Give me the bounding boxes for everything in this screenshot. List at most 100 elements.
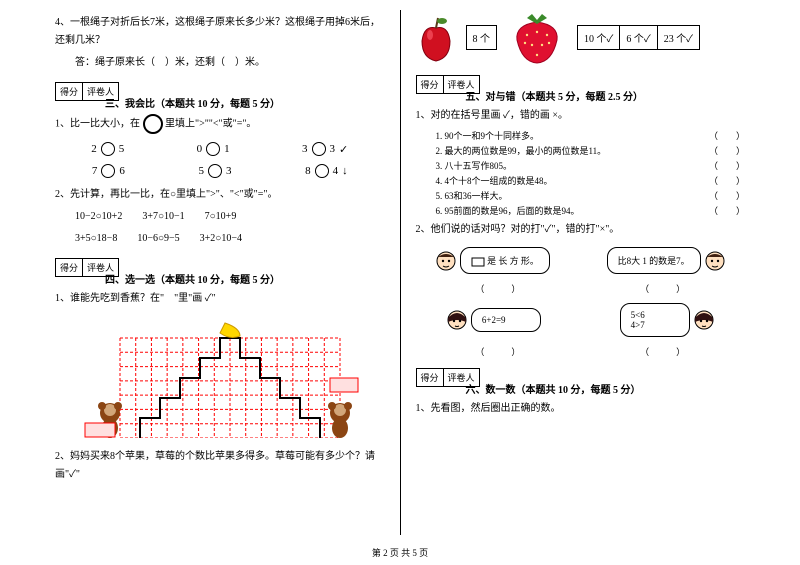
compare-row-2: 76 53 84↓ (55, 164, 385, 178)
apple-count: 8 个 (466, 25, 498, 50)
cmp-a: 2 (91, 143, 97, 155)
cmp-a: 8 (305, 165, 311, 177)
s3-q1-a: 1、比一比大小，在 (55, 118, 140, 129)
apple-icon (416, 13, 456, 63)
cmp-item: 53 (198, 164, 231, 178)
ans-paren[interactable]: （ ） (475, 282, 520, 295)
speech-bubble: 6+2=9 (471, 308, 541, 332)
banana-icon (220, 323, 240, 337)
answer-parens-2: （ ） （ ） (416, 345, 746, 358)
speech-item: 是 长 方 形。 (434, 247, 550, 274)
score-label: 得分 (55, 82, 83, 101)
tf-list: 1. 90个一和9个十同样多。 （ ） 2. 最大的两位数是99，最小的两位数是1… (416, 129, 746, 217)
speech-bubble: 5<6 4>7 (620, 303, 690, 337)
blank-circle-icon (143, 114, 163, 134)
speech-text-a: 5<6 (631, 310, 645, 320)
q4-text: 4、一根绳子对折后长7米，这根绳子原来长多少米？这根绳子用掉6米后，还剩几米？ (55, 14, 385, 50)
q4-answer: 答：绳子原来长（ ）米，还剩（ ）米。 (55, 54, 385, 72)
ans-paren[interactable]: （ ） (640, 282, 685, 295)
section4-title: 四、选一选（本题共 10 分，每题 5 分） (105, 271, 385, 286)
monkey-right-icon (328, 402, 352, 438)
fruit-row: 8 个 10 个✓ 6 个✓ 23 个✓ (416, 10, 746, 65)
answer-box-right[interactable] (330, 378, 358, 392)
cmp-b: 1 (224, 143, 230, 155)
cmp-item: 25 (91, 142, 124, 156)
answer-box-left[interactable] (85, 423, 115, 437)
speech-row-2: 6+2=9 5<6 4>7 (416, 303, 746, 337)
speech-row-1: 是 长 方 形。 比8大 1 的数是7。 (416, 247, 746, 274)
s5-q2: 2、他们说的话对吗？对的打"✓"，错的打"×"。 (416, 221, 746, 239)
speech-text-b: 4>7 (631, 320, 645, 330)
s3-q2-l2: 3+5○18−8 10−6○9−5 3+2○10−4 (55, 230, 385, 248)
tf-text: 1. 90个一和9个十同样多。 (436, 129, 540, 142)
s4-q1: 1、谁能先吃到香蕉？在" "里"画 ✓" (55, 290, 385, 308)
circle-icon (312, 142, 326, 156)
child-face-icon (434, 249, 458, 273)
tf-item: 6. 95前面的数是96，后面的数是94。 （ ） (436, 204, 746, 217)
opt-6[interactable]: 6 个✓ (620, 25, 657, 50)
cmp-b: 6 (119, 165, 125, 177)
s3-q2-l1: 10−2○10+2 3+7○10−1 7○10+9 (55, 208, 385, 226)
speech-item: 6+2=9 (445, 303, 541, 337)
tail: ↓ (342, 165, 348, 177)
opt-23[interactable]: 23 个✓ (658, 25, 700, 50)
tail: ✓ (339, 143, 348, 156)
child-face-icon (692, 308, 716, 332)
count-options: 10 个✓ 6 个✓ 23 个✓ (577, 25, 700, 50)
circle-icon (315, 164, 329, 178)
s3-q1-b: 里填上">""<"或"="。 (165, 118, 256, 129)
s5-q1: 1、对的在括号里画 ✓，错的画 ×。 (416, 107, 746, 125)
tf-text: 4. 4个十8个一组成的数是48。 (436, 174, 553, 187)
speech-item: 5<6 4>7 (620, 303, 716, 337)
opt-10[interactable]: 10 个✓ (577, 25, 620, 50)
grid-lines (120, 338, 340, 438)
tf-paren[interactable]: （ ） (709, 144, 745, 157)
cmp-item: 76 (92, 164, 125, 178)
circle-icon (101, 142, 115, 156)
strawberry-icon (507, 10, 567, 65)
child-face-icon (703, 249, 727, 273)
s4-q2: 2、妈妈买来8个苹果，草莓的个数比苹果多得多。草莓可能有多少个？请画"✓" (55, 448, 385, 484)
ans-paren[interactable]: （ ） (640, 345, 685, 358)
tf-text: 5. 63和36一样大。 (436, 189, 508, 202)
circle-icon (208, 164, 222, 178)
child-face-icon (445, 308, 469, 332)
banana-chart (80, 318, 360, 438)
s3-q2: 2、先计算，再比一比，在○里填上">"、"<"或"="。 (55, 186, 385, 204)
cmp-b: 4 (333, 165, 339, 177)
tf-item: 2. 最大的两位数是99，最小的两位数是11。（ ） (436, 144, 746, 157)
speech-text: 是 长 方 形。 (487, 256, 539, 266)
cmp-a: 7 (92, 165, 98, 177)
compare-row-1: 25 01 33✓ (55, 142, 385, 156)
cmp-a: 0 (197, 143, 203, 155)
speech-bubble: 比8大 1 的数是7。 (607, 247, 701, 274)
score-label: 得分 (55, 258, 83, 277)
cmp-item: 01 (197, 142, 230, 156)
ans-paren[interactable]: （ ） (475, 345, 520, 358)
speech-bubble: 是 长 方 形。 (460, 247, 550, 274)
tf-paren[interactable]: （ ） (709, 204, 745, 217)
cmp-a: 5 (198, 165, 204, 177)
tf-paren[interactable]: （ ） (709, 159, 745, 172)
score-label: 得分 (416, 75, 444, 94)
page-footer: 第 2 页 共 5 页 (0, 546, 800, 559)
score-label: 得分 (416, 368, 444, 387)
tf-text: 3. 八十五写作805。 (436, 159, 513, 172)
tf-item: 5. 63和36一样大。 （ ） (436, 189, 746, 202)
cmp-b: 3 (330, 143, 336, 155)
tf-item: 3. 八十五写作805。 （ ） (436, 159, 746, 172)
tf-paren[interactable]: （ ） (709, 174, 745, 187)
cmp-b: 3 (226, 165, 232, 177)
s6-q1: 1、先看图，然后圈出正确的数。 (416, 400, 746, 418)
speech-item: 比8大 1 的数是7。 (607, 247, 727, 274)
tf-paren[interactable]: （ ） (709, 189, 745, 202)
rectangle-shape-icon (471, 257, 485, 267)
chart-svg (80, 318, 360, 438)
tf-text: 6. 95前面的数是96，后面的数是94。 (436, 204, 580, 217)
section5-title: 五、对与错（本题共 5 分，每题 2.5 分） (466, 88, 746, 103)
tf-item: 1. 90个一和9个十同样多。 （ ） (436, 129, 746, 142)
section6-title: 六、数一数（本题共 10 分，每题 5 分） (466, 381, 746, 396)
cmp-a: 3 (302, 143, 308, 155)
cmp-item: 33✓ (302, 142, 348, 156)
tf-paren[interactable]: （ ） (709, 129, 745, 142)
